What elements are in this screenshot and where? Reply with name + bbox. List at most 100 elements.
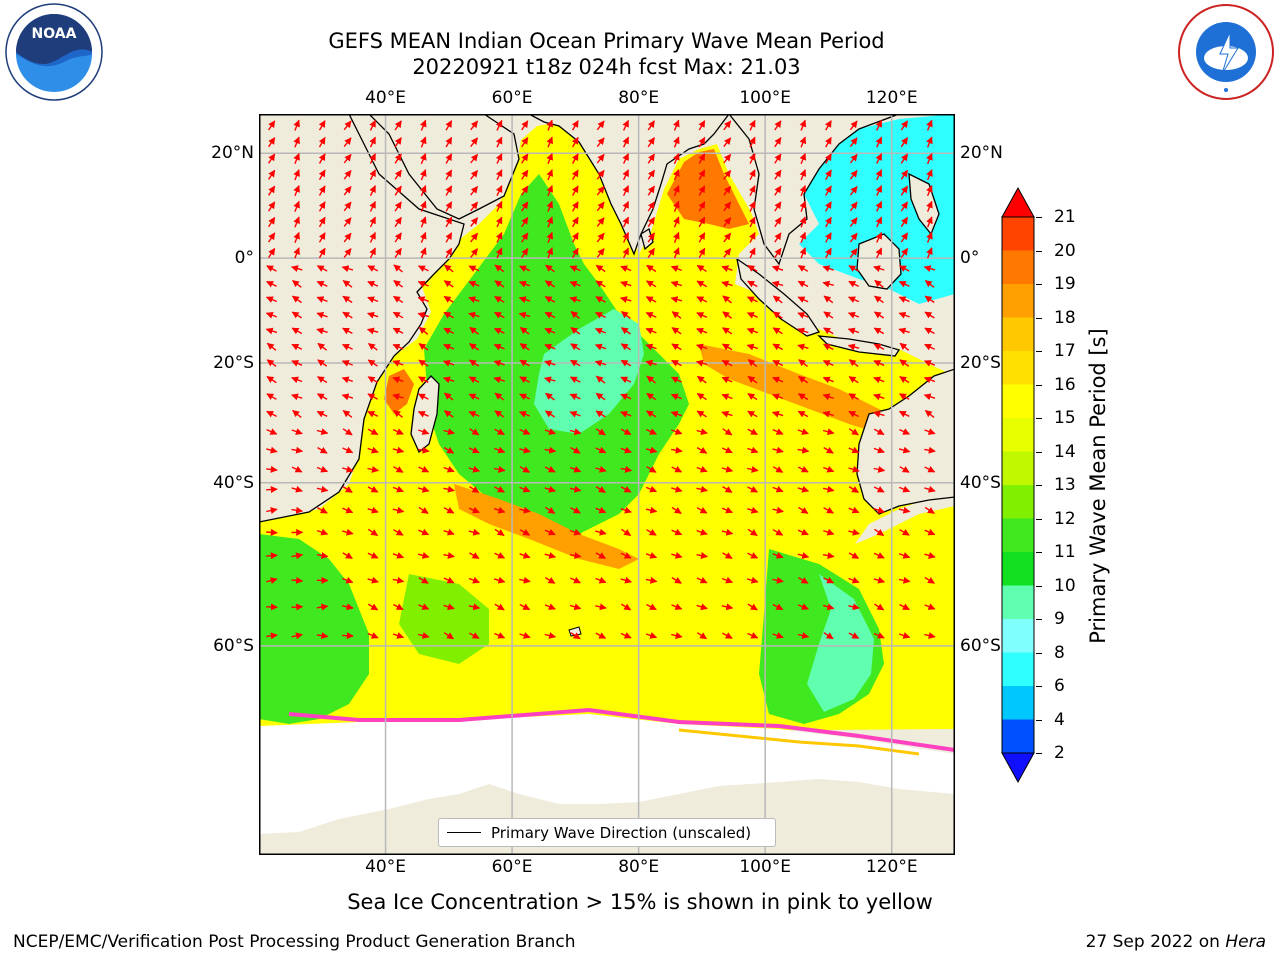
wave-direction-arrow xyxy=(647,169,655,180)
colorbar-tick-label: 11 xyxy=(1054,542,1076,562)
wave-direction-arrow xyxy=(494,632,506,639)
wave-direction-arrow xyxy=(521,232,529,243)
wave-direction-arrow xyxy=(519,359,530,367)
wave-direction-arrow xyxy=(721,359,733,367)
wave-direction-arrow xyxy=(899,466,910,473)
wave-direction-arrow xyxy=(367,428,379,436)
wave-direction-arrow xyxy=(443,295,454,303)
wave-direction-arrow xyxy=(468,296,480,303)
wave-direction-arrow xyxy=(369,119,376,131)
wave-direction-arrow xyxy=(722,632,733,639)
wave-direction-arrow xyxy=(849,153,858,164)
wave-direction-arrow xyxy=(620,265,632,272)
wave-direction-arrow xyxy=(419,185,427,197)
wave-direction-arrow xyxy=(797,603,809,610)
wave-direction-arrow xyxy=(596,137,605,148)
wave-direction-arrow xyxy=(443,603,455,611)
wave-direction-arrow xyxy=(722,486,733,493)
wave-direction-arrow xyxy=(318,136,326,148)
wave-direction-arrow xyxy=(747,375,758,384)
wave-direction-arrow xyxy=(749,231,756,243)
wave-direction-arrow xyxy=(670,410,683,418)
wave-direction-arrow xyxy=(266,428,278,435)
wave-direction-arrow xyxy=(571,201,579,212)
wave-direction-arrow xyxy=(367,632,379,639)
wave-direction-arrow xyxy=(369,169,376,181)
wave-direction-arrow xyxy=(367,528,379,537)
colorbar-tick-label: 17 xyxy=(1054,341,1076,361)
sea-ice-fringe-yellow xyxy=(678,728,920,756)
wave-direction-arrow xyxy=(394,216,402,228)
wave-direction-arrow xyxy=(621,528,632,537)
wave-direction-arrow xyxy=(392,360,404,367)
wave-direction-arrow xyxy=(367,486,379,493)
wave-direction-arrow xyxy=(670,393,682,401)
wave-direction-arrow xyxy=(595,410,606,418)
wave-direction-arrow xyxy=(747,506,759,514)
wave-direction-arrow xyxy=(367,265,379,272)
wave-direction-arrow xyxy=(873,486,885,493)
wave-direction-arrow xyxy=(266,632,278,640)
wave-direction-arrow xyxy=(367,446,379,454)
wave-direction-arrow xyxy=(392,446,405,454)
wave-direction-arrow xyxy=(696,327,708,335)
wave-direction-arrow xyxy=(900,137,909,148)
wave-direction-arrow xyxy=(495,247,503,259)
wave-direction-arrow xyxy=(799,231,807,243)
wave-direction-arrow xyxy=(442,360,455,367)
wave-direction-arrow xyxy=(318,232,326,243)
southern-green-mid xyxy=(399,574,489,664)
wave-direction-arrow xyxy=(393,280,404,288)
wave-direction-arrow xyxy=(900,247,909,258)
wave-direction-arrow xyxy=(316,552,329,559)
wave-direction-arrow xyxy=(673,185,680,197)
wave-direction-arrow xyxy=(571,169,579,180)
wave-direction-arrow xyxy=(268,216,276,228)
colorbar-segment xyxy=(1002,585,1034,620)
wave-direction-arrow xyxy=(468,311,480,319)
wave-direction-arrow xyxy=(900,185,909,196)
wave-direction-arrow xyxy=(698,169,706,180)
wave-direction-arrow xyxy=(797,280,809,288)
wave-direction-arrow xyxy=(596,169,605,180)
colorbar-tick-label: 13 xyxy=(1054,475,1076,495)
wave-direction-arrow xyxy=(696,528,708,536)
wave-direction-arrow xyxy=(647,201,655,212)
axis-tick-label: 40°S xyxy=(213,472,254,493)
wave-direction-arrow xyxy=(265,327,278,335)
wave-direction-arrow xyxy=(469,326,479,335)
wave-direction-arrow xyxy=(493,343,505,351)
wave-direction-arrow xyxy=(772,466,784,473)
wave-direction-arrow xyxy=(696,312,708,319)
wave-direction-arrow xyxy=(799,200,807,212)
wave-direction-arrow xyxy=(519,343,530,351)
wave-direction-arrow xyxy=(419,119,427,131)
wave-direction-arrow xyxy=(696,603,708,611)
wave-direction-arrow xyxy=(799,247,807,259)
wave-direction-arrow xyxy=(799,216,807,228)
wave-direction-arrow xyxy=(898,506,911,514)
map-grid xyxy=(259,114,955,855)
java-land xyxy=(817,335,901,357)
wave-direction-arrow xyxy=(595,428,606,436)
wave-direction-arrow xyxy=(873,446,885,454)
wave-direction-arrow xyxy=(470,120,479,131)
wave-direction-arrow xyxy=(268,137,276,148)
wave-direction-arrow xyxy=(419,169,427,181)
wave-direction-arrow xyxy=(595,486,606,493)
wave-direction-arrow xyxy=(468,506,480,514)
wave-direction-arrow xyxy=(747,603,758,611)
wave-direction-arrow xyxy=(924,552,936,559)
wave-direction-arrow xyxy=(596,201,605,212)
wave-direction-arrow xyxy=(926,152,933,165)
wave-direction-arrow xyxy=(266,577,278,585)
wave-direction-arrow xyxy=(546,231,553,243)
wave-direction-arrow xyxy=(342,428,353,436)
wave-direction-arrow xyxy=(926,169,933,181)
wave-direction-arrow xyxy=(620,486,632,493)
wave-direction-arrow xyxy=(900,153,909,164)
wave-direction-arrow xyxy=(291,603,304,611)
wave-direction-arrow xyxy=(443,280,454,288)
wave-direction-arrow xyxy=(445,247,453,259)
wave-direction-arrow xyxy=(544,295,556,303)
